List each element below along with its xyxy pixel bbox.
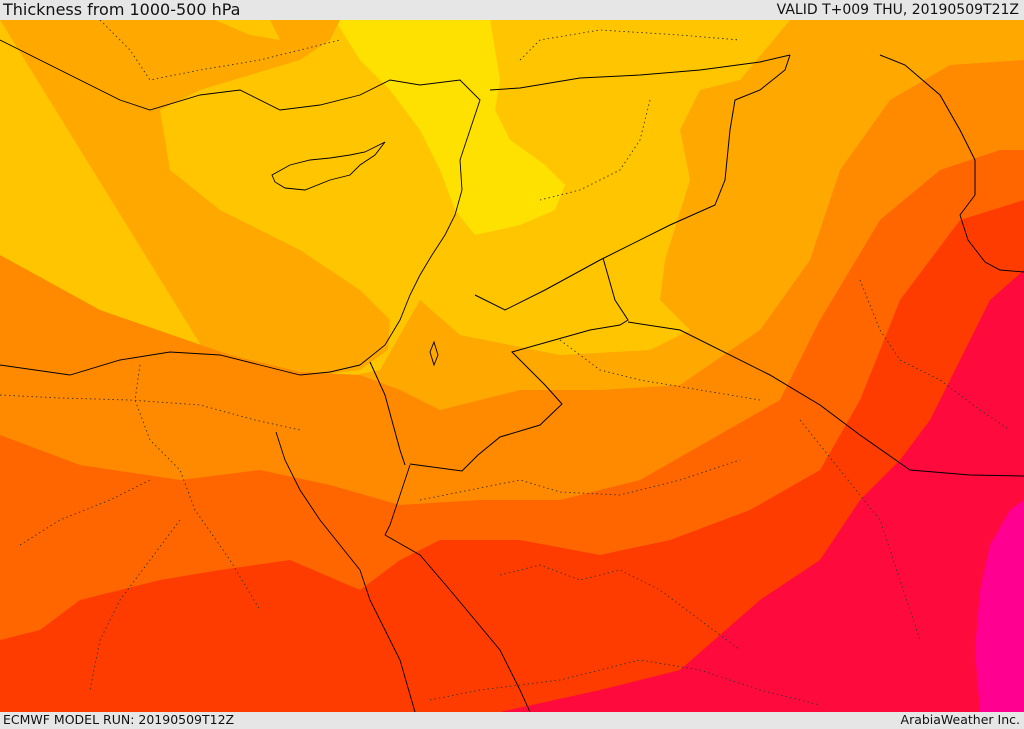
coastline-red-sea-east bbox=[384, 534, 531, 712]
credit-text: ArabiaWeather Inc. bbox=[900, 712, 1020, 727]
band-red-orange bbox=[0, 200, 1024, 712]
border-iraq-saudi bbox=[627, 321, 1024, 477]
coastlines bbox=[0, 39, 1024, 712]
thickness-map[interactable] bbox=[0, 20, 1024, 712]
coastline-levant bbox=[359, 189, 463, 366]
coastline-anatolia bbox=[0, 39, 481, 191]
thickness-bands bbox=[0, 20, 1024, 712]
province-boundaries bbox=[0, 20, 1011, 706]
admin-line bbox=[19, 479, 151, 546]
admin-line bbox=[89, 519, 181, 691]
coastline-red-sea-west bbox=[359, 569, 416, 712]
admin-line bbox=[799, 419, 921, 641]
border-jordan-iraq-saudi bbox=[409, 257, 629, 472]
header-bar: Thickness from 1000-500 hPa VALID T+009 … bbox=[0, 0, 1024, 20]
admin-line bbox=[559, 339, 761, 401]
border-egypt-israel bbox=[369, 361, 406, 466]
coastline-gulf-of-suez bbox=[275, 431, 361, 571]
model-run: ECMWF MODEL RUN: 20190509T12Z bbox=[3, 712, 235, 727]
admin-line bbox=[429, 659, 821, 706]
admin-line bbox=[519, 29, 741, 61]
footer-bar: ECMWF MODEL RUN: 20190509T12Z ArabiaWeat… bbox=[0, 712, 1024, 729]
coastline-dead-sea bbox=[429, 340, 439, 367]
map-canvas bbox=[0, 20, 1024, 712]
map-title: Thickness from 1000-500 hPa bbox=[3, 0, 241, 19]
coastline-north-africa bbox=[0, 351, 361, 376]
border-iran-iraq bbox=[879, 54, 976, 195]
admin-line bbox=[539, 99, 651, 201]
coastline-gulf-of-aqaba bbox=[384, 464, 411, 536]
border-syria-iraq bbox=[474, 54, 791, 311]
coastline-persian-gulf bbox=[959, 194, 1024, 273]
band-magenta bbox=[975, 500, 1024, 712]
country-borders bbox=[369, 54, 1024, 477]
border-turkey-syria bbox=[489, 54, 791, 91]
admin-line bbox=[419, 459, 741, 501]
admin-line bbox=[0, 394, 301, 431]
coastline-cyprus bbox=[271, 141, 386, 191]
valid-time: VALID T+009 THU, 20190509T21Z bbox=[776, 2, 1019, 18]
band-crimson bbox=[500, 270, 1024, 712]
admin-line bbox=[499, 564, 741, 651]
